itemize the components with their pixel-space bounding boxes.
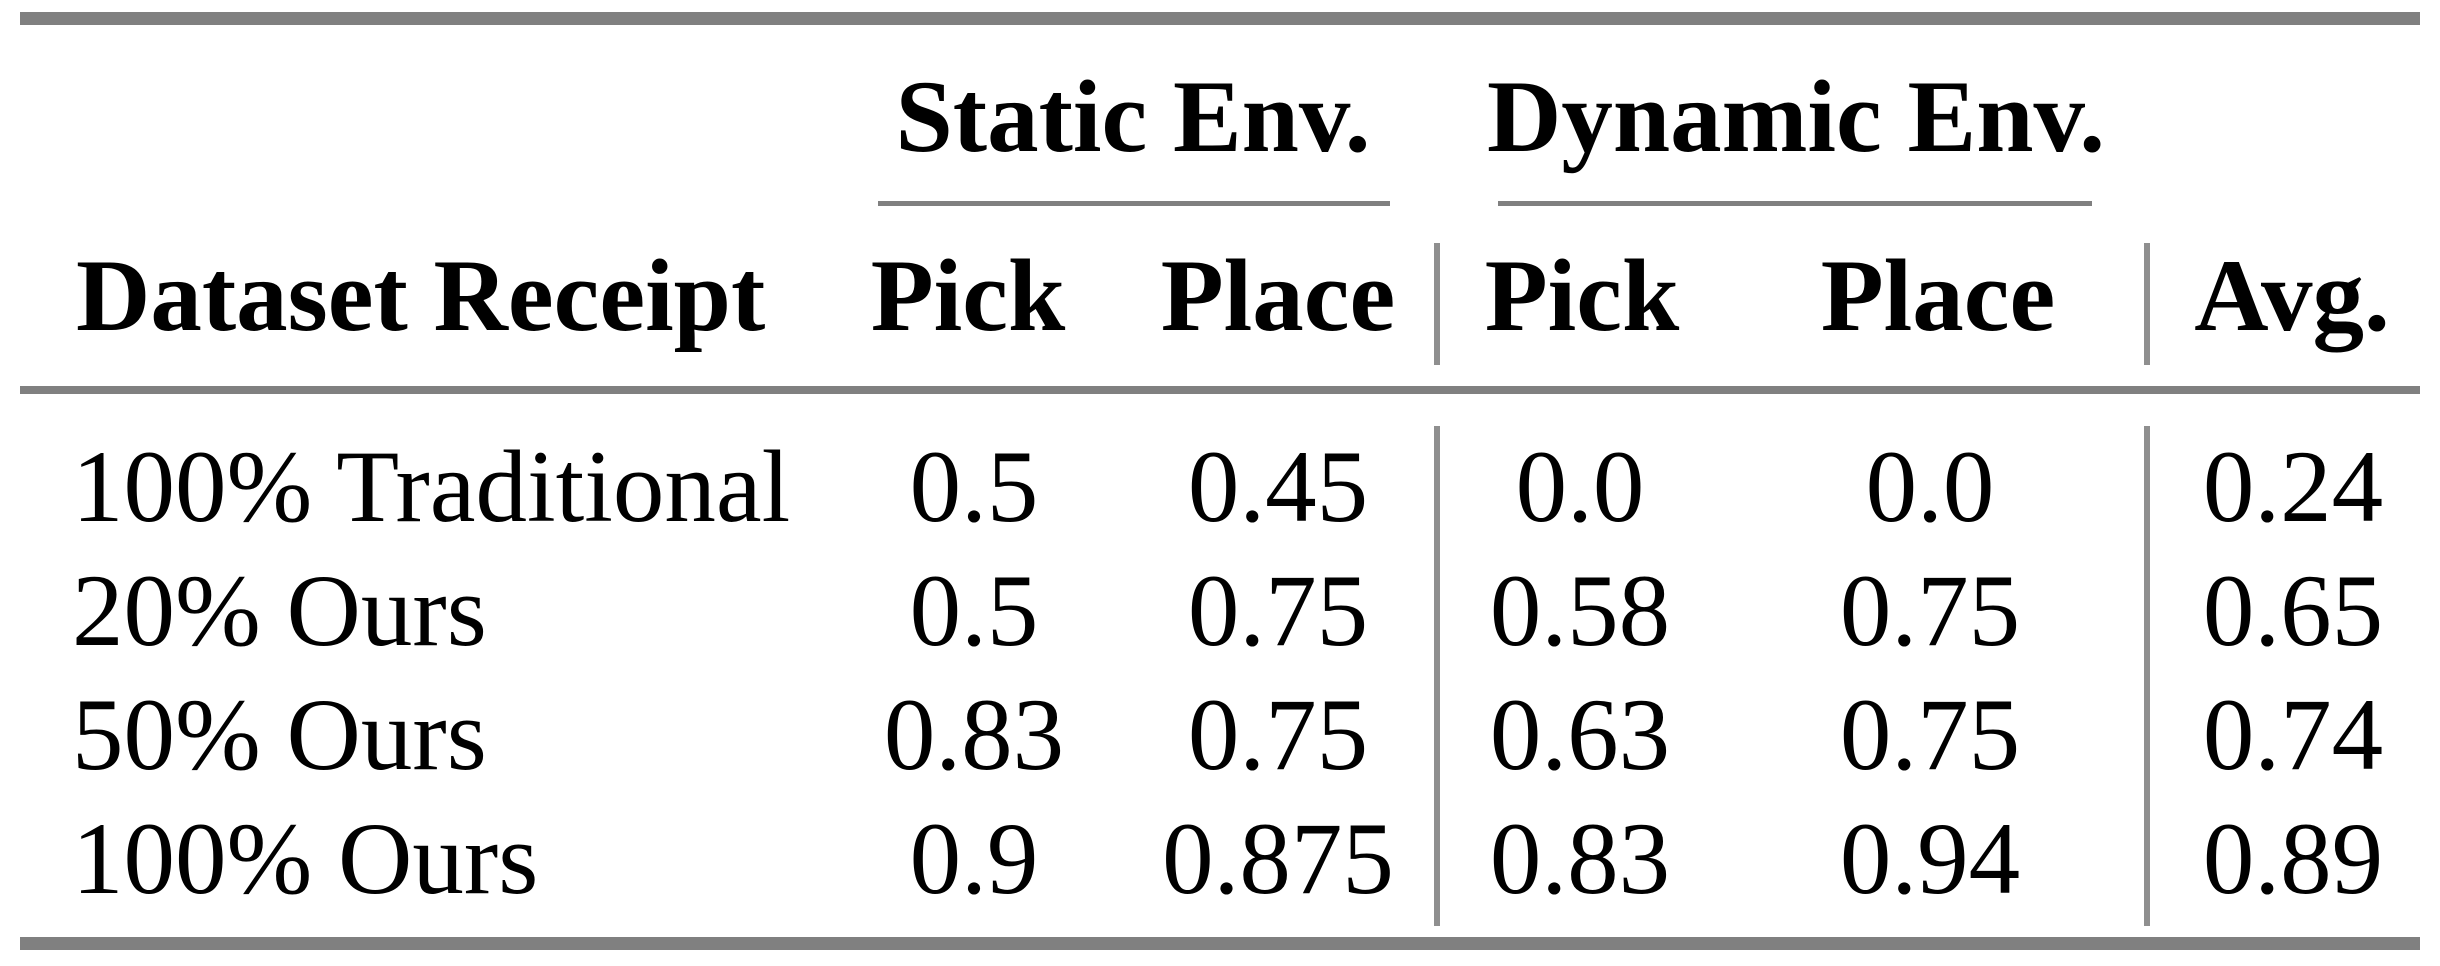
static-env-cmidrule [878,201,1390,206]
avg-header: Avg. [2194,239,2390,353]
static-env-group-header: Static Env. [895,60,1371,174]
row-label: 20% Ours [72,554,487,668]
cell-static-pick: 0.83 [883,678,1065,792]
cell-dynamic-place: 0.94 [1839,802,2021,916]
bottom-rule [20,937,2420,950]
cell-dynamic-place: 0.75 [1839,554,2021,668]
dynamic-env-cmidrule [1498,201,2092,206]
dynamic-avg-separator-top [2144,243,2150,365]
row-label: 50% Ours [72,678,487,792]
static-place-header: Place [1160,239,1396,353]
top-rule [20,12,2420,25]
cell-avg: 0.65 [2202,554,2384,668]
cell-static-pick: 0.5 [909,430,1039,544]
cell-dynamic-pick: 0.58 [1489,554,1671,668]
static-dynamic-separator-top [1434,243,1440,365]
row-label: 100% Ours [72,802,539,916]
cell-avg: 0.89 [2202,802,2384,916]
cell-dynamic-pick: 0.83 [1489,802,1671,916]
static-dynamic-separator-body [1434,426,1440,926]
cell-static-place: 0.75 [1187,678,1369,792]
dynamic-place-header: Place [1820,239,2056,353]
cell-static-place: 0.875 [1162,802,1394,916]
dataset-receipt-header: Dataset Receipt [76,239,766,353]
dynamic-env-group-header: Dynamic Env. [1486,60,2106,174]
static-pick-header: Pick [870,239,1066,353]
cell-dynamic-pick: 0.0 [1515,430,1645,544]
cell-dynamic-pick: 0.63 [1489,678,1671,792]
cell-static-pick: 0.9 [909,802,1039,916]
cell-avg: 0.74 [2202,678,2384,792]
dynamic-pick-header: Pick [1484,239,1680,353]
cell-dynamic-place: 0.0 [1865,430,1995,544]
cell-static-place: 0.45 [1187,430,1369,544]
header-rule [20,386,2420,394]
dynamic-avg-separator-body [2144,426,2150,926]
cell-static-place: 0.75 [1187,554,1369,668]
cell-avg: 0.24 [2202,430,2384,544]
cell-static-pick: 0.5 [909,554,1039,668]
cell-dynamic-place: 0.75 [1839,678,2021,792]
row-label: 100% Traditional [72,430,791,544]
